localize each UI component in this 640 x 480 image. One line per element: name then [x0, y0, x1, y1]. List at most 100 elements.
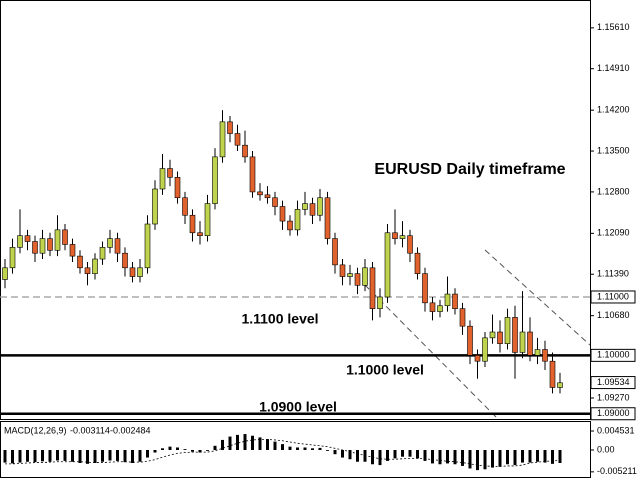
candle-body	[69, 244, 76, 257]
candle-body	[287, 220, 293, 231]
trend-line	[364, 284, 498, 419]
level-box-label: 1.11000	[597, 291, 629, 301]
candle-body	[272, 197, 278, 207]
macd-bar	[363, 450, 367, 462]
macd-bar	[3, 450, 7, 463]
macd-bar	[543, 450, 547, 463]
candle-body	[92, 258, 98, 274]
candle-body	[399, 235, 406, 239]
candle-body	[369, 267, 376, 309]
candle-body	[182, 197, 188, 216]
level-label: 1.0900 level	[259, 399, 337, 415]
candle-body	[489, 331, 496, 339]
candle-body	[144, 223, 151, 269]
macd-bar	[521, 450, 524, 463]
candle-body	[429, 302, 436, 312]
candle-body	[84, 267, 91, 274]
candle-body	[459, 308, 466, 327]
macd-bar	[281, 444, 284, 450]
candle-body	[549, 360, 556, 388]
macd-bar	[483, 450, 487, 470]
macd-bar	[56, 450, 59, 461]
level-box	[590, 290, 636, 304]
macd-bar	[513, 450, 517, 466]
macd-bar	[318, 447, 322, 450]
macd-bar	[401, 450, 404, 457]
y-tick-label: 0.004531	[597, 425, 635, 435]
candle-body	[32, 241, 38, 254]
candle-body	[219, 121, 226, 158]
candle-body	[77, 255, 83, 269]
macd-bar	[18, 450, 22, 463]
candle-body	[159, 168, 166, 190]
candle-body	[242, 144, 248, 158]
macd-signal: -0.002484	[110, 425, 151, 435]
macd-bar	[48, 450, 52, 462]
candle-body	[99, 247, 106, 260]
candle-body	[519, 331, 526, 353]
candle-body	[54, 229, 61, 251]
macd-bar	[386, 450, 389, 461]
macd-bar	[63, 450, 67, 461]
candle-body	[9, 247, 16, 269]
candle-body	[482, 337, 488, 362]
macd-bar	[431, 450, 434, 464]
candle-body	[362, 267, 368, 286]
macd-bar	[446, 450, 449, 464]
macd-bar	[266, 439, 269, 450]
macd-main: -0.003114	[70, 425, 110, 435]
candle-body	[167, 168, 173, 178]
candle-body	[324, 197, 331, 239]
candle-body	[17, 235, 23, 248]
candle-body	[39, 238, 46, 254]
candle-body	[47, 238, 53, 251]
macd-bar	[93, 450, 97, 463]
macd-bar	[138, 450, 142, 462]
candle-body	[309, 203, 316, 216]
y-tick-label: 1.09270	[597, 392, 630, 402]
macd-bar	[198, 450, 202, 453]
candle-body	[62, 229, 68, 245]
candle-body	[497, 331, 503, 344]
macd-bar	[11, 450, 14, 464]
macd-bar	[33, 450, 37, 463]
candle-body	[114, 238, 121, 254]
candle-body	[339, 264, 346, 277]
macd-bar	[393, 450, 397, 459]
macd-bar	[26, 450, 29, 462]
candle-body	[527, 331, 533, 356]
level-box	[590, 407, 636, 421]
macd-bar	[41, 450, 44, 462]
macd-bar	[243, 434, 247, 450]
macd-bar	[251, 435, 254, 450]
candle-body	[414, 252, 421, 274]
macd-bar	[273, 441, 277, 450]
macd-bar	[558, 450, 562, 463]
y-tick-label: 1.13500	[597, 145, 630, 155]
macd-bar	[236, 434, 239, 450]
macd-name: MACD(12,26,9)	[4, 425, 67, 435]
candle-body	[317, 197, 323, 216]
macd-bar	[183, 449, 187, 450]
macd-bar	[551, 450, 554, 464]
macd-bar	[453, 450, 457, 465]
macd-bar	[206, 450, 209, 451]
macd-bar	[528, 450, 532, 463]
macd-bar	[86, 450, 89, 464]
candle-body	[234, 133, 241, 146]
macd-bar	[146, 450, 149, 458]
macd-bar	[303, 447, 307, 450]
macd-bar	[333, 450, 337, 455]
candle-body	[227, 121, 233, 134]
y-tick-label: 1.12800	[597, 186, 630, 196]
candle-body	[279, 206, 286, 222]
candle-body	[332, 238, 338, 266]
macd-bar	[123, 450, 127, 463]
candle-body	[384, 232, 391, 298]
candle-body	[152, 188, 158, 225]
macd-bar	[191, 450, 194, 452]
y-tick-label: 1.11390	[597, 269, 629, 279]
macd-bar	[378, 450, 382, 466]
candle-body	[437, 305, 443, 312]
